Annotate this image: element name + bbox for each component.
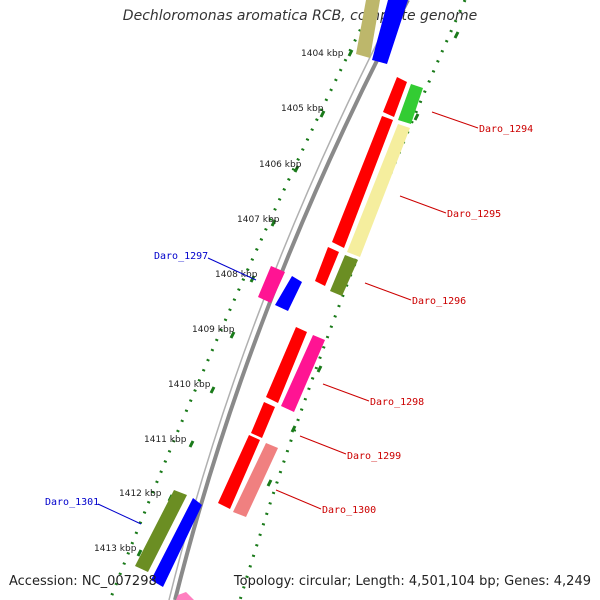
gene-arrow-red-1298[interactable] xyxy=(266,327,307,403)
gene-arrow-olive-1296[interactable] xyxy=(330,255,358,296)
gene-arrow-yellow-1295[interactable] xyxy=(347,124,410,257)
accession-text: Accession: NC_007298 xyxy=(9,574,157,589)
tick-label: 1411 kbp xyxy=(144,435,187,445)
gene-arrow-pink-1298[interactable] xyxy=(281,335,325,412)
gene-arrow-salmon-1300[interactable] xyxy=(233,443,278,517)
gene-arrow-blue-1301[interactable] xyxy=(151,498,202,587)
tick-labels: 1404 kbp 1405 kbp 1406 kbp 1407 kbp 1408… xyxy=(94,49,344,554)
tick-label: 1405 kbp xyxy=(281,104,324,114)
gene-label[interactable]: Daro_1300 xyxy=(322,505,376,516)
gene-features xyxy=(135,0,423,600)
gene-label[interactable]: Daro_1295 xyxy=(447,209,501,220)
tick-label: 1413 kbp xyxy=(94,544,137,554)
gene-label[interactable]: Daro_1297 xyxy=(154,251,208,262)
tick-label: 1404 kbp xyxy=(301,49,344,59)
topology-text: Topology: circular; Length: 4,501,104 bp… xyxy=(233,574,591,589)
gene-label[interactable]: Daro_1294 xyxy=(479,124,533,135)
tick-label: 1412 kbp xyxy=(119,489,162,499)
gene-arrow-blue-1297[interactable] xyxy=(275,276,302,311)
tick-label: 1408 kbp xyxy=(215,270,258,280)
gene-arrow-red-1300[interactable] xyxy=(218,435,260,509)
gene-label[interactable]: Daro_1299 xyxy=(347,451,401,462)
tick-label: 1406 kbp xyxy=(259,160,302,170)
gene-label[interactable]: Daro_1301 xyxy=(45,497,99,508)
gene-arrow-red-1294a[interactable] xyxy=(383,77,407,117)
tick-track-inner xyxy=(108,0,377,600)
gene-label[interactable]: Daro_1296 xyxy=(412,296,466,307)
tick-label: 1409 kbp xyxy=(192,325,235,335)
gene-labels: Daro_1294 Daro_1295 Daro_1296 Daro_1297 … xyxy=(45,124,533,516)
gene-arrow-olive-top[interactable] xyxy=(356,0,380,58)
label-leaders xyxy=(97,111,479,525)
gene-arrow-pink-bottom[interactable] xyxy=(176,592,194,600)
tick-label: 1410 kbp xyxy=(168,380,211,390)
gene-arrow-pink-1297[interactable] xyxy=(258,266,285,303)
gene-arrow-red-1299[interactable] xyxy=(251,402,275,438)
gene-arrow-red-1296[interactable] xyxy=(315,247,339,286)
gene-arrow-green-1294[interactable] xyxy=(398,84,423,124)
gene-arrow-blue-top[interactable] xyxy=(372,0,408,64)
gene-label[interactable]: Daro_1298 xyxy=(370,397,424,408)
gene-arrow-olive-1301[interactable] xyxy=(135,490,187,572)
gene-arrow-red-1295[interactable] xyxy=(332,116,393,248)
tick-label: 1407 kbp xyxy=(237,215,280,225)
